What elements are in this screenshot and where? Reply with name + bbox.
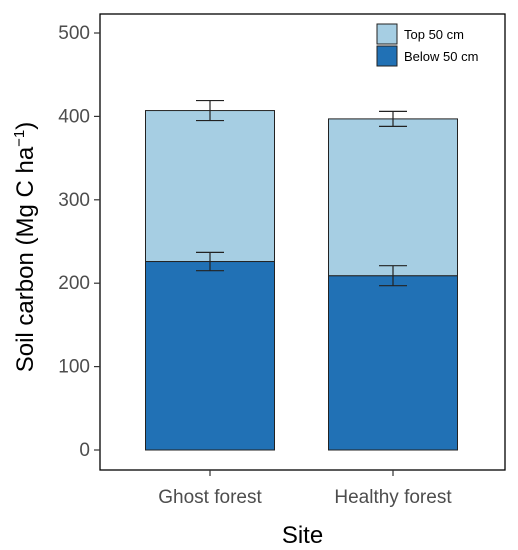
legend-swatch [376,23,398,45]
error-bars [196,99,407,287]
plot-panel [99,13,506,471]
y-axis-title-superscript: −1 [11,130,28,147]
bar-segment-top-50-cm [145,110,275,263]
y-axis-title: Soil carbon (Mg C ha−1) [11,122,39,373]
y-tick-label: 400 [58,106,90,127]
x-tick-label: Healthy forest [334,487,452,508]
bar-segment-below-50-cm [145,261,275,451]
legend: Top 50 cm Below 50 cm [376,23,478,67]
legend-label: Top 50 cm [404,27,464,42]
y-tick-label: 300 [58,190,90,211]
x-tick-label: Ghost forest [158,487,262,508]
bar-segment-top-50-cm [328,118,458,277]
y-axis-title-close: ) [12,122,39,130]
y-axis-title-main: Soil carbon (Mg C ha [12,146,39,372]
bars [145,110,458,451]
x-axis-title: Site [282,522,323,549]
ticks: 0 100 200 300 400 500 Ghost forest Healthy fore… [58,23,452,508]
y-tick-label: 200 [58,273,90,294]
axes [99,13,506,471]
y-tick-label: 0 [79,440,90,461]
bar-segment-below-50-cm [328,275,458,451]
legend-swatch [376,45,398,67]
legend-label: Below 50 cm [404,49,478,64]
y-tick-label: 500 [58,23,90,44]
y-tick-label: 100 [58,357,90,378]
